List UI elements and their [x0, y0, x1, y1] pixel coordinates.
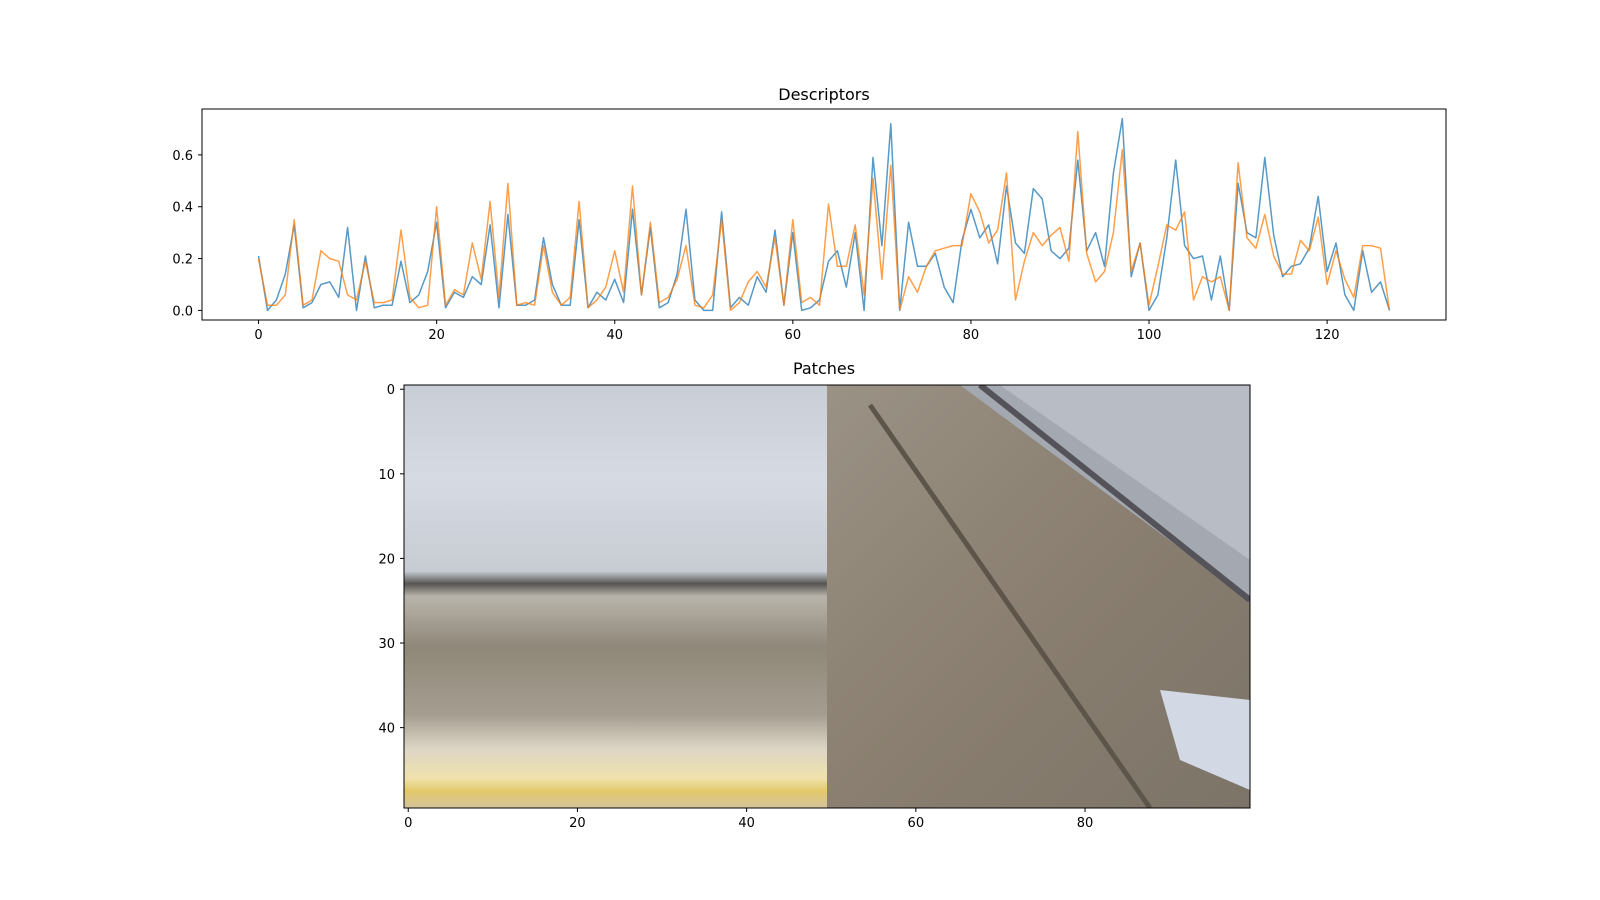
descriptors-x-tick-label: 40: [606, 328, 623, 343]
patches-x-ticks: 0 20 40 60 80: [404, 808, 1093, 831]
descriptors-y-tick-label: 0.6: [172, 149, 193, 164]
descriptor-series-line-2: [257, 130, 1391, 312]
descriptors-x-tick-label: 100: [1137, 328, 1162, 343]
patches-title: Patches: [793, 359, 855, 378]
patches-x-tick-label: 20: [569, 816, 586, 831]
patches-image: [404, 385, 1250, 808]
patch-right: [827, 385, 1250, 808]
patches-chart: Patches: [378, 359, 1251, 831]
descriptors-x-tick-label: 80: [963, 328, 980, 343]
patches-x-tick-label: 0: [404, 816, 412, 831]
descriptors-title: Descriptors: [778, 85, 869, 104]
patches-y-tick-label: 10: [378, 468, 395, 483]
patches-y-tick-label: 20: [378, 552, 395, 567]
descriptors-y-ticks: 0.0 0.2 0.4 0.6: [172, 149, 202, 319]
descriptors-x-tick-label: 120: [1315, 328, 1340, 343]
descriptors-x-tick-label: 0: [254, 328, 262, 343]
descriptors-y-tick-label: 0.0: [172, 304, 193, 319]
patches-y-ticks: 0 10 20 30 40: [378, 383, 404, 737]
descriptors-axes-frame: [201, 108, 1447, 321]
descriptor-series-line-1: [257, 117, 1391, 312]
patches-x-tick-label: 80: [1077, 816, 1094, 831]
descriptors-x-tick-label: 60: [785, 328, 802, 343]
descriptors-y-tick-label: 0.2: [172, 253, 193, 268]
patches-x-tick-label: 40: [738, 816, 755, 831]
descriptors-chart: Descriptors 0 20 40 60 80 100 120 0.0 0.2 0.4 0.6: [172, 85, 1447, 343]
patch-left: [404, 385, 827, 808]
descriptors-y-tick-label: 0.4: [172, 201, 193, 216]
descriptors-x-ticks: 0 20 40 60 80 100 120: [254, 320, 1340, 343]
patches-y-tick-label: 30: [378, 637, 395, 652]
patches-axes-frame: [403, 384, 1251, 809]
descriptors-x-tick-label: 20: [428, 328, 445, 343]
descriptors-lines: [257, 117, 1391, 312]
patches-x-tick-label: 60: [908, 816, 925, 831]
patches-y-tick-label: 40: [378, 722, 395, 737]
patches-y-tick-label: 0: [387, 383, 395, 398]
